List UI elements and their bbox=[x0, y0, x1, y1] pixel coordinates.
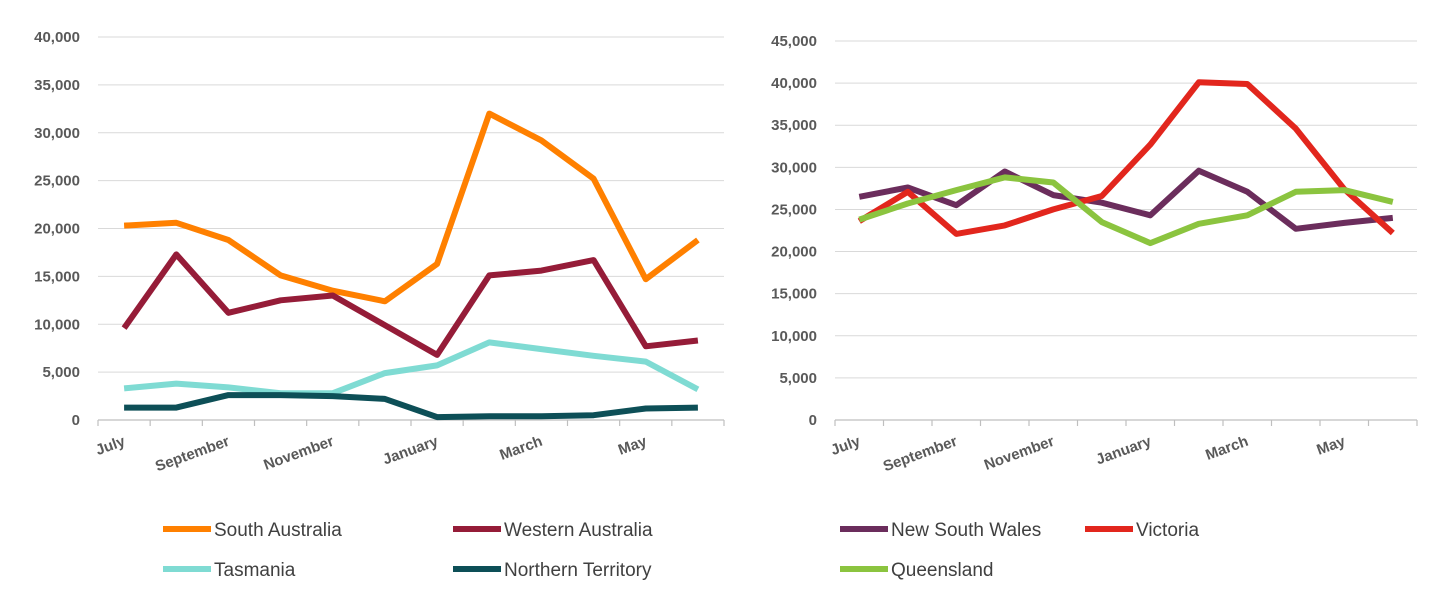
left-x-tick-label: May bbox=[616, 433, 650, 459]
left-series-northern-territory bbox=[124, 392, 698, 421]
right-y-tick-label: 15,000 bbox=[771, 286, 817, 303]
right-x-tick-label: January bbox=[1094, 433, 1154, 469]
right-y-tick-label: 40,000 bbox=[771, 75, 817, 92]
left-x-tick-label: March bbox=[497, 433, 544, 464]
left-series-south-australia bbox=[123, 110, 700, 305]
left-series-western-australia bbox=[121, 251, 699, 358]
left-y-tick-label: 0 bbox=[72, 412, 80, 429]
left-y-tick-label: 5,000 bbox=[42, 364, 80, 381]
right-y-tick-label: 10,000 bbox=[771, 328, 817, 345]
left-legend-label: Northern Territory bbox=[504, 560, 652, 581]
right-x-tick-label: November bbox=[982, 433, 1057, 474]
right-y-tick-label: 45,000 bbox=[771, 33, 817, 50]
left-y-tick-label: 30,000 bbox=[34, 125, 80, 142]
right-x-tick-label: March bbox=[1203, 433, 1250, 464]
right-y-tick-label: 5,000 bbox=[779, 370, 817, 387]
left-y-tick-label: 25,000 bbox=[34, 173, 80, 190]
left-y-tick-label: 40,000 bbox=[34, 29, 80, 46]
right-series-new-south-wales bbox=[858, 167, 1394, 232]
left-series-tasmania bbox=[123, 339, 700, 397]
right-y-tick-label: 25,000 bbox=[771, 201, 817, 218]
right-y-tick-label: 35,000 bbox=[771, 117, 817, 134]
right-series-victoria bbox=[857, 79, 1395, 237]
right-x-tick-label: May bbox=[1314, 433, 1348, 459]
left-legend-label: Western Australia bbox=[504, 520, 653, 541]
right-legend-label: Victoria bbox=[1136, 520, 1199, 541]
right-x-tick-label: July bbox=[829, 433, 864, 459]
left-y-tick-label: 15,000 bbox=[34, 268, 80, 285]
left-y-tick-label: 10,000 bbox=[34, 316, 80, 333]
left-x-tick-label: September bbox=[153, 433, 232, 476]
chart-right: 0 5,000 10,000 15,000 20,000 25,000 30,000 35,0… bbox=[771, 33, 1418, 581]
left-x-tick-label: January bbox=[381, 433, 441, 469]
right-legend-label: Queensland bbox=[891, 560, 993, 581]
right-legend-label: New South Wales bbox=[891, 520, 1041, 541]
left-x-tick-label: July bbox=[93, 433, 128, 459]
left-x-tick-label: November bbox=[261, 433, 336, 474]
left-legend-label: Tasmania bbox=[214, 560, 296, 581]
right-y-tick-label: 20,000 bbox=[771, 244, 817, 261]
left-y-tick-label: 35,000 bbox=[34, 77, 80, 94]
right-y-tick-label: 30,000 bbox=[771, 159, 817, 176]
right-y-tick-label: 0 bbox=[809, 412, 817, 429]
right-series-queensland bbox=[858, 174, 1394, 247]
right-x-tick-label: September bbox=[881, 433, 960, 476]
left-legend-label: South Australia bbox=[214, 520, 342, 541]
chart-left: 0 5,000 10,000 15,000 20,000 25,000 30,000 35,0… bbox=[34, 29, 725, 581]
left-y-tick-label: 20,000 bbox=[34, 221, 80, 238]
